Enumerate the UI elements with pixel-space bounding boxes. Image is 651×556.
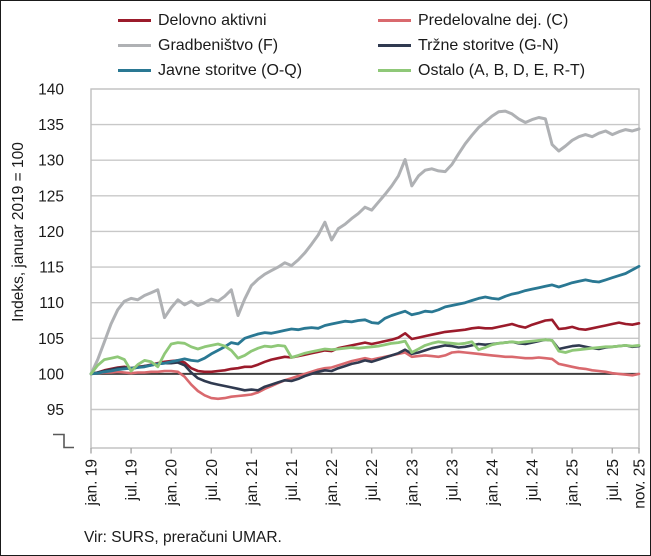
series-line-predelovalne [89,350,641,401]
legend-swatch-gradbenistvo [118,43,151,48]
x-tick-label-9: jul. 23 [444,459,461,501]
y-tick-label-100: 100 [38,366,64,383]
legend-label-delovno_aktivni: Delovno aktivni [158,11,267,29]
legend-swatch-javne [118,68,151,73]
x-tick-label-14: nov. 25 [632,459,649,509]
legend-item-javne: Javne storitve (O-Q) [118,58,378,83]
series-line-javne [89,264,641,376]
legend-swatch-ostalo [378,68,411,73]
x-tick-label-3: jul. 20 [204,459,221,502]
legend-swatch-delovno_aktivni [118,18,151,23]
legend-label-ostalo: Ostalo (A, B, D, E, R-T) [418,61,586,79]
x-tick-label-8: jan. 23 [404,459,421,507]
x-tick-label-6: jan. 22 [324,459,341,507]
x-tick-label-2: jan. 20 [164,459,181,507]
legend-item-predelovalne: Predelovalne dej. (C) [378,8,585,33]
legend-swatch-predelovalne [378,18,411,23]
legend-item-ostalo: Ostalo (A, B, D, E, R-T) [378,58,585,83]
legend-item-delovno_aktivni: Delovno aktivni [118,8,378,33]
x-tick-label-5: jul. 21 [284,459,301,501]
y-tick-label-115: 115 [39,260,64,277]
legend-label-predelovalne: Predelovalne dej. (C) [418,11,569,29]
x-tick-label-1: jul. 19 [124,459,141,501]
y-tick-label-130: 130 [38,153,64,170]
x-tick-label-12: jan. 25 [565,459,582,507]
plot-frame [90,88,640,449]
y-tick-label-105: 105 [38,331,64,348]
axis-break-icon [53,433,74,449]
y-tick-label-95: 95 [47,402,64,419]
y-tick-label-120: 120 [38,224,64,241]
x-tick-label-0: jan. 19 [84,459,101,507]
legend-item-gradbenistvo: Gradbeništvo (F) [118,33,378,58]
series-line-gradbenistvo [89,109,641,376]
legend-item-trzne: Tržne storitve (G-N) [378,33,585,58]
y-tick-label-140: 140 [38,82,64,99]
x-tick-label-7: jul. 22 [364,459,381,501]
x-tick-label-13: jul. 25 [605,459,622,501]
y-tick-label-110: 110 [39,295,64,312]
series-line-ostalo [89,338,641,376]
legend-swatch-trzne [378,43,411,48]
x-tick-label-11: jul. 24 [525,459,542,502]
chart-legend: Delovno aktivni Predelovalne dej. (C) Grad… [118,8,585,83]
x-tick-label-10: jan. 24 [484,459,501,507]
y-tick-label-125: 125 [38,188,64,205]
legend-label-trzne: Tržne storitve (G-N) [418,36,559,54]
x-tick-label-4: jan. 21 [244,459,261,507]
series-line-delovno_aktivni [89,318,641,376]
legend-label-gradbenistvo: Gradbeništvo (F) [158,36,279,54]
source-note: Vir: SURS, preračuni UMAR. [84,529,282,546]
y-axis-title: Indeks, januar 2019 = 100 [10,142,27,322]
y-tick-label-135: 135 [38,117,64,134]
legend-label-javne: Javne storitve (O-Q) [158,61,303,79]
